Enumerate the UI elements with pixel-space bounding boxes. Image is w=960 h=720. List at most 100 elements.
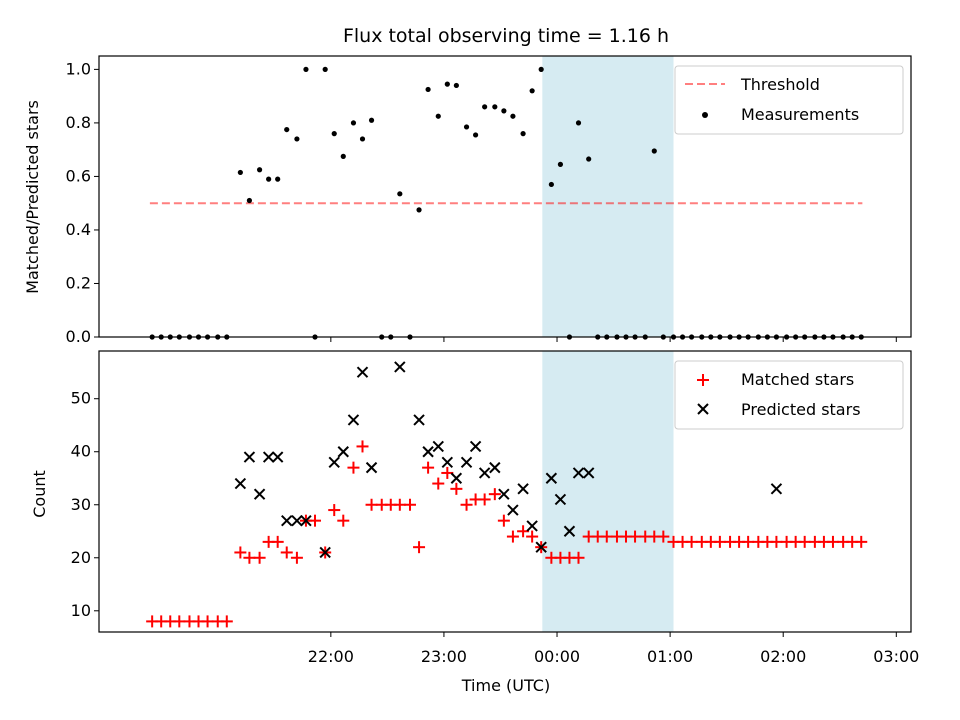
top-y-tick-label: 1.0 — [66, 59, 91, 78]
predicted-star-point — [572, 467, 585, 479]
bottom-legend-box — [674, 360, 904, 430]
measurement-point — [425, 86, 431, 93]
measurement-point — [331, 131, 337, 137]
matched-star-point — [526, 530, 539, 543]
bottom-y-tick-label: 20 — [71, 548, 91, 567]
chart-title: Flux total observing time = 1.16 h — [343, 25, 669, 47]
bottom-x-tick-label: 00:00 — [534, 647, 580, 666]
bottom-x-tick-label: 02:00 — [760, 647, 806, 666]
measurement-point — [350, 120, 357, 126]
measurement-point — [538, 66, 544, 72]
bottom-panel: 10 20 30 40 50 22:00 23:00 00:00 01:00 02:00 03:0… — [30, 350, 919, 695]
top-y-tick-label: 0.4 — [66, 220, 91, 239]
measurement-point — [510, 113, 516, 119]
top-highlight-band — [542, 56, 674, 337]
matched-star-point — [826, 535, 839, 548]
top-y-tick-label: 0.0 — [66, 327, 91, 346]
measurements-series — [149, 66, 864, 340]
matched-star-point — [742, 535, 755, 548]
measurement-point — [246, 197, 253, 204]
predicted-star-point — [507, 504, 519, 516]
predicted-star-point — [469, 440, 482, 453]
predicted-star-point — [243, 451, 256, 463]
legend-predicted-swatch — [697, 403, 709, 415]
predicted-star-point — [450, 472, 463, 484]
top-y-ticks: 0.0 0.2 0.4 0.6 0.8 1.0 — [66, 59, 99, 346]
matched-star-point — [517, 525, 530, 538]
top-x-ticks — [330, 337, 897, 342]
matched-star-point — [798, 535, 811, 548]
measurement-point — [453, 82, 459, 89]
top-legend: Threshold Measurements — [674, 65, 904, 135]
predicted-star-point — [535, 541, 547, 553]
predicted-star-point — [319, 546, 331, 559]
matched-star-point — [441, 466, 454, 479]
measurement-point — [416, 207, 422, 213]
measurement-point — [444, 81, 450, 87]
bottom-x-tick-label: 01:00 — [647, 647, 693, 666]
predicted-star-point — [234, 477, 247, 490]
matched-star-point — [173, 615, 186, 628]
top-legend-box — [674, 65, 904, 135]
matched-star-point — [280, 546, 293, 559]
measurement-point — [266, 176, 272, 182]
predicted-star-point — [478, 467, 491, 479]
bottom-x-ticks: 22:00 23:00 00:00 01:00 02:00 03:00 — [308, 632, 919, 666]
matched-star-point — [328, 504, 341, 517]
predicted-star-point — [489, 461, 501, 474]
matched-star-point — [422, 461, 435, 474]
predicted-star-point — [347, 414, 360, 426]
predicted-star-point — [498, 488, 510, 500]
matched-star-point — [309, 514, 322, 527]
measurement-point — [322, 66, 328, 72]
predicted-star-point — [365, 461, 378, 474]
measurement-point — [359, 136, 366, 142]
bottom-x-tick-label: 22:00 — [308, 647, 354, 666]
matched-star-point — [290, 551, 303, 564]
predicted-star-point — [253, 488, 266, 500]
predicted-star-point — [271, 451, 284, 463]
bottom-legend: Matched stars Predicted stars — [674, 360, 904, 430]
matched-star-point — [497, 514, 510, 527]
matched-star-point — [393, 498, 406, 511]
matched-star-point — [629, 530, 642, 543]
top-y-tick-label: 0.8 — [66, 113, 91, 132]
x-axis-label: Time (UTC) — [461, 676, 550, 695]
measurement-point — [482, 104, 488, 110]
predicted-stars-series — [234, 361, 783, 559]
matched-star-point — [506, 530, 519, 543]
measurement-point — [463, 124, 470, 130]
legend-matched-swatch — [697, 374, 709, 386]
predicted-star-point — [545, 472, 558, 484]
top-axes-frame — [98, 55, 912, 338]
predicted-star-point — [770, 483, 783, 495]
measurement-point — [586, 156, 592, 162]
bottom-y-tick-label: 30 — [71, 495, 91, 514]
measurement-point — [529, 88, 535, 94]
matched-star-point — [770, 535, 783, 548]
measurement-point — [435, 113, 441, 119]
top-panel: 0.0 0.2 0.4 0.6 0.8 1.0 Flux total observing … — [23, 25, 912, 346]
measurement-point — [397, 191, 403, 197]
predicted-star-point — [413, 414, 425, 426]
legend-measurements-swatch — [702, 112, 708, 118]
measurement-point — [472, 132, 479, 138]
predicted-star-point — [262, 451, 275, 463]
matched-star-point — [347, 461, 360, 474]
top-y-tick-label: 0.6 — [66, 166, 91, 185]
matched-star-point — [365, 498, 378, 511]
measurement-point — [492, 104, 498, 110]
legend-threshold-label: Threshold — [740, 75, 820, 94]
measurement-point — [548, 181, 554, 188]
matched-star-point — [404, 498, 417, 511]
matched-stars-series — [146, 440, 868, 628]
measurement-point — [275, 176, 281, 182]
matched-star-point — [271, 535, 284, 548]
matched-star-point — [337, 514, 350, 527]
matched-star-point — [460, 498, 473, 511]
legend-predicted-label: Predicted stars — [741, 400, 861, 419]
matched-star-point — [253, 551, 266, 564]
bottom-x-tick-label: 23:00 — [421, 647, 467, 666]
predicted-star-point — [394, 361, 406, 373]
